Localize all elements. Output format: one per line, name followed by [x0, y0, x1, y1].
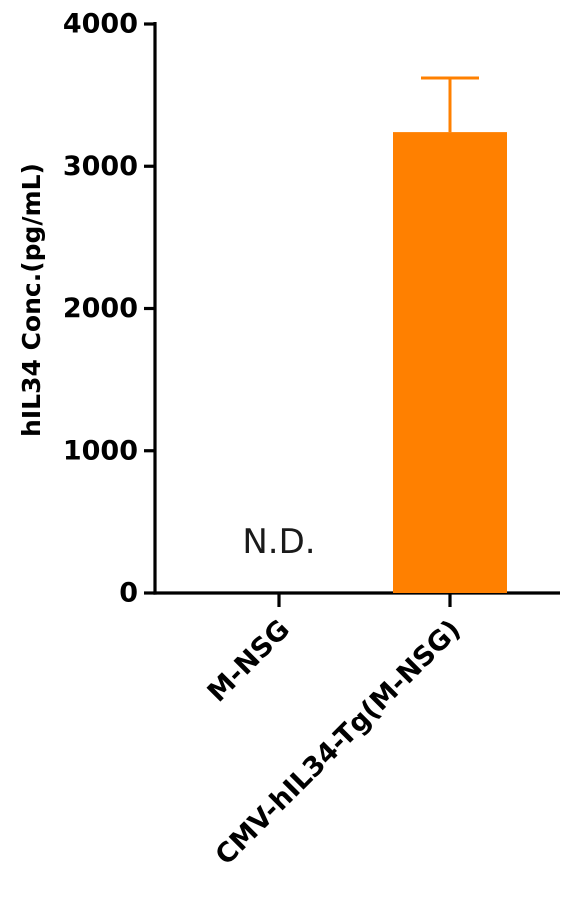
x-tick-label: M-NSG	[202, 614, 296, 708]
x-tick-label-group: M-NSG	[202, 614, 296, 708]
y-axis-title-group: hIL34 Conc.(pg/mL)	[17, 163, 46, 437]
y-tick-label: 4000	[63, 9, 138, 40]
y-tick-label: 1000	[63, 435, 138, 466]
y-tick-label: 0	[119, 578, 138, 609]
y-tick-label: 2000	[63, 293, 138, 324]
not-detected-label: N.D.	[242, 522, 315, 562]
plot-area: 01000200030004000M-NSGCMV-hIL34-Tg(M-NSG…	[63, 9, 560, 871]
y-axis-title: hIL34 Conc.(pg/mL)	[17, 163, 46, 437]
y-tick-label: 3000	[63, 151, 138, 182]
bar-cmv-hil34-tg-m-nsg	[393, 132, 507, 594]
